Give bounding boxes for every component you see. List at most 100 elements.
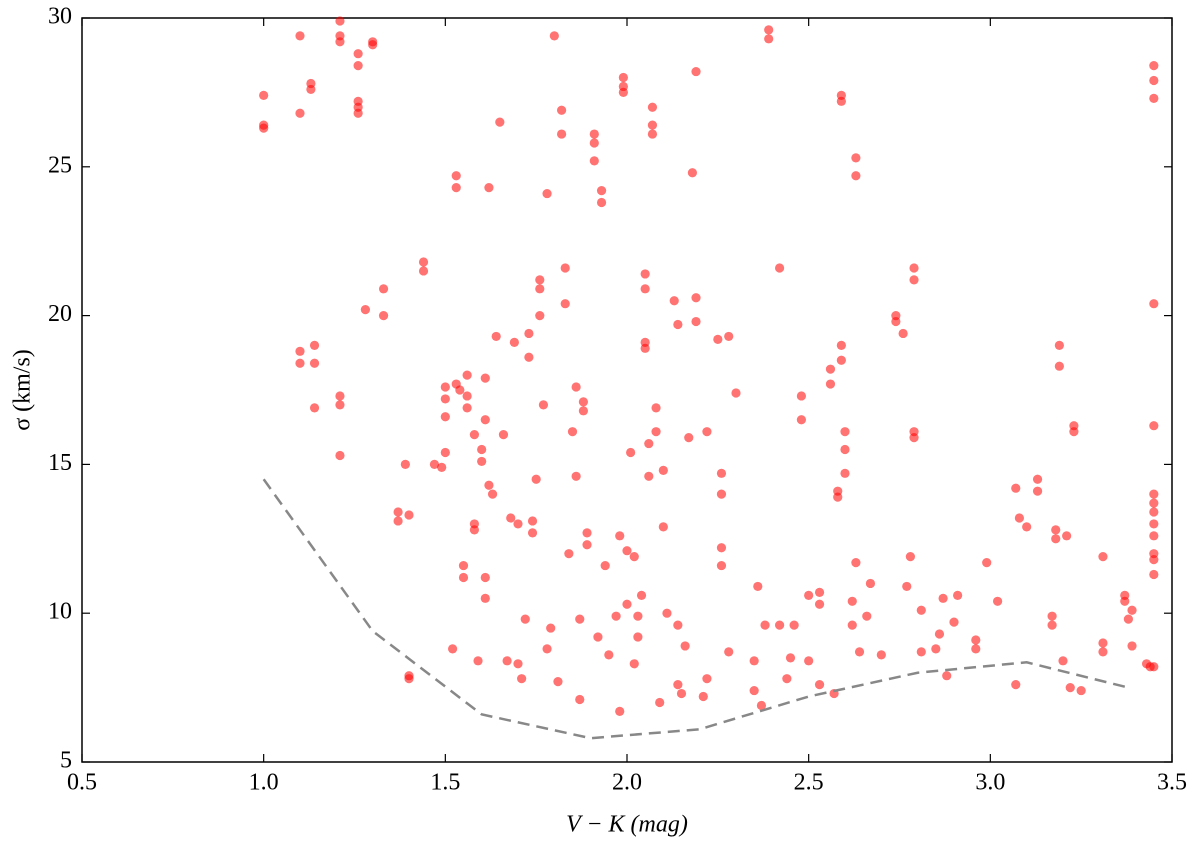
y-axis-label: σ (km/s) (10, 349, 36, 431)
point (953, 590, 963, 600)
point (680, 641, 690, 651)
point (506, 513, 516, 523)
point (622, 546, 632, 556)
point (469, 525, 479, 535)
point (546, 623, 556, 633)
y-tick-label: 20 (48, 301, 72, 327)
point (905, 552, 916, 562)
point (687, 168, 698, 178)
point (1127, 605, 1137, 615)
point (1149, 569, 1159, 580)
point (629, 659, 639, 669)
point (1032, 486, 1043, 496)
point (335, 450, 345, 461)
point (549, 31, 559, 41)
point (1047, 611, 1057, 621)
point (644, 471, 654, 481)
point (440, 447, 450, 458)
point (1076, 685, 1086, 696)
x-tick-label: 1.5 (430, 770, 460, 796)
point (535, 311, 545, 321)
point (840, 444, 850, 455)
point (902, 581, 912, 592)
point (1062, 531, 1072, 541)
point (611, 611, 621, 621)
point (713, 334, 723, 345)
point (527, 528, 538, 538)
point (520, 614, 530, 624)
point (993, 596, 1003, 606)
point (847, 620, 857, 630)
point (589, 129, 599, 139)
y-tick-label: 15 (48, 450, 72, 476)
point (1051, 534, 1061, 544)
point (295, 358, 305, 368)
point (309, 403, 320, 413)
point (353, 49, 363, 59)
point (535, 284, 545, 294)
point (1149, 421, 1159, 431)
point (756, 700, 767, 711)
point (578, 406, 589, 416)
point (971, 644, 981, 654)
point (702, 427, 712, 437)
point (662, 608, 672, 618)
x-tick-label: 2.5 (794, 770, 824, 796)
point (448, 644, 458, 654)
point (560, 299, 570, 309)
plot-frame (81, 17, 1173, 763)
point (1032, 474, 1043, 484)
point (775, 263, 785, 273)
point (651, 403, 661, 413)
point (335, 400, 345, 410)
point (1149, 555, 1159, 565)
point (1098, 552, 1108, 562)
point (851, 153, 861, 163)
x-tick-label: 3.5 (1157, 770, 1187, 796)
point (691, 316, 701, 327)
point (891, 316, 901, 327)
point (615, 531, 625, 541)
point (658, 465, 668, 475)
point (353, 61, 363, 71)
point (1149, 507, 1159, 517)
point (909, 433, 919, 443)
point (527, 516, 538, 526)
point (600, 560, 610, 571)
x-tick-label: 0.5 (67, 770, 97, 796)
point (353, 108, 363, 118)
point (1098, 647, 1108, 657)
point (622, 599, 632, 609)
point (418, 257, 429, 267)
point (753, 581, 763, 592)
point (629, 552, 639, 562)
point (865, 578, 876, 589)
point (513, 519, 523, 529)
point (916, 605, 926, 615)
point (542, 644, 552, 654)
point (259, 123, 269, 133)
point (259, 90, 269, 100)
point (1011, 483, 1021, 493)
point (651, 427, 661, 437)
point (393, 516, 403, 526)
point (418, 266, 429, 276)
point (633, 611, 643, 621)
point (306, 84, 316, 95)
point (557, 129, 567, 139)
point (949, 617, 959, 627)
point (1120, 596, 1130, 606)
point (458, 560, 469, 571)
point (480, 373, 490, 383)
point (658, 522, 668, 532)
point (938, 593, 948, 603)
point (368, 40, 378, 50)
point (647, 129, 658, 139)
point (971, 635, 981, 645)
point (626, 447, 636, 458)
point (477, 456, 487, 467)
point (749, 685, 759, 696)
point (462, 370, 472, 380)
point (825, 379, 836, 389)
